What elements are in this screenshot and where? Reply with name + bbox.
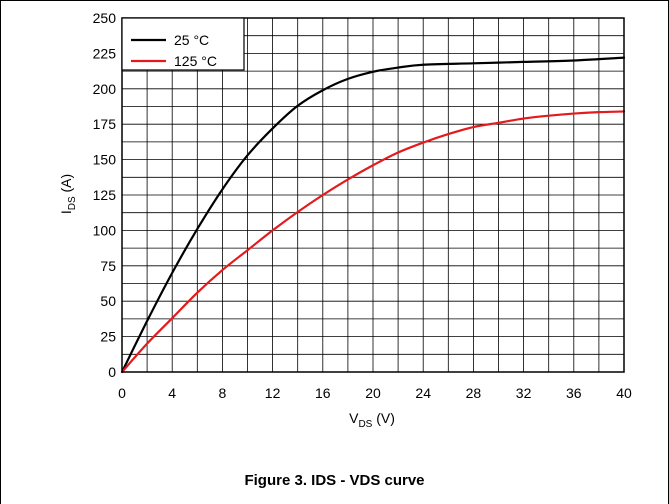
y-tick-label: 100 bbox=[93, 222, 117, 238]
y-tick-label: 150 bbox=[93, 152, 117, 168]
y-tick-label: 0 bbox=[108, 364, 116, 380]
series-line-125c bbox=[120, 110, 626, 374]
x-axis-label-unit: (V) bbox=[372, 410, 395, 426]
x-tick-label: 36 bbox=[566, 385, 582, 401]
x-tick-label: 8 bbox=[219, 385, 227, 401]
grid-lines bbox=[122, 18, 624, 372]
x-axis-label-main: V bbox=[349, 410, 359, 426]
x-tick-label: 12 bbox=[265, 385, 281, 401]
x-tick-label: 28 bbox=[466, 385, 482, 401]
x-tick-label: 40 bbox=[616, 385, 632, 401]
y-tick-label: 25 bbox=[100, 329, 116, 345]
y-axis-label-unit: (A) bbox=[58, 174, 74, 197]
ids-vds-chart: 0 4 8 12 16 20 24 28 32 36 40 0 25 50 75 100 125 150 175 2… bbox=[58, 10, 632, 430]
y-tick-label: 250 bbox=[93, 10, 117, 26]
y-tick-label: 75 bbox=[100, 258, 116, 274]
x-tick-label: 4 bbox=[168, 385, 176, 401]
x-tick-labels: 0 4 8 12 16 20 24 28 32 36 40 bbox=[118, 385, 632, 401]
y-tick-label: 50 bbox=[100, 293, 116, 309]
legend-label-25c: 25 °C bbox=[174, 32, 209, 48]
y-axis-label: IDS (A) bbox=[58, 174, 78, 214]
y-tick-labels: 0 25 50 75 100 125 150 175 200 225 250 bbox=[93, 10, 117, 380]
y-tick-label: 225 bbox=[93, 45, 117, 61]
x-tick-label: 32 bbox=[516, 385, 532, 401]
y-axis-label-subscript: DS bbox=[67, 196, 78, 210]
figure-caption: Figure 3. IDS - VDS curve bbox=[244, 472, 425, 489]
frame-border-top bbox=[0, 0, 669, 1]
legend: 25 °C 125 °C bbox=[121, 17, 245, 71]
y-tick-label: 175 bbox=[93, 116, 117, 132]
y-tick-label: 125 bbox=[93, 187, 117, 203]
series-line-25c bbox=[120, 56, 626, 374]
frame-border-left bbox=[0, 0, 1, 504]
plot-border bbox=[121, 17, 625, 373]
x-tick-label: 24 bbox=[415, 385, 431, 401]
x-tick-label: 0 bbox=[118, 385, 126, 401]
x-tick-label: 16 bbox=[315, 385, 331, 401]
series-lines bbox=[120, 56, 626, 374]
x-tick-label: 20 bbox=[365, 385, 381, 401]
legend-label-125c: 125 °C bbox=[174, 53, 217, 69]
x-axis-label-subscript: DS bbox=[358, 419, 372, 430]
y-tick-label: 200 bbox=[93, 81, 117, 97]
y-axis-label-main: I bbox=[58, 210, 74, 214]
x-axis-label: VDS (V) bbox=[349, 410, 395, 430]
